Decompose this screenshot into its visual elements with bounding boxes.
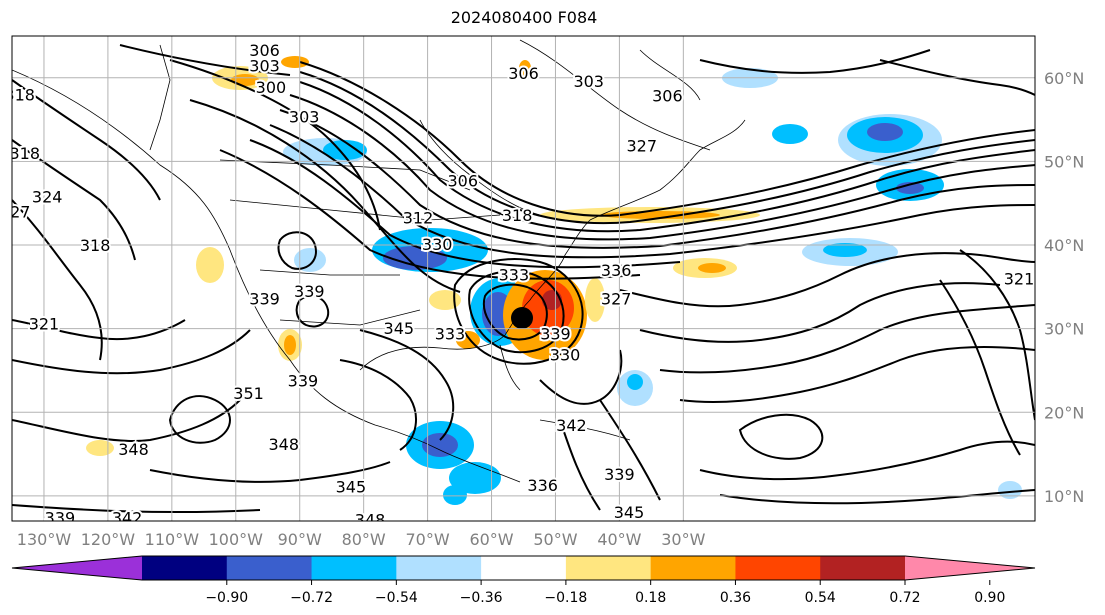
contour-label: 327 [601,290,632,309]
contour-label: 336 [601,261,632,280]
contour-label: 306 [508,64,539,83]
contour-label: 330 [550,346,581,365]
colorbar-tick-label: 0.72 [889,590,920,606]
colorbar-outline [11,555,1036,581]
colorbar-tick-label: 0.54 [805,590,836,606]
colorbar-tick-label: 0.36 [720,590,751,606]
contour-label: 327 [0,203,30,222]
lat-tick-labels: 60°N 50°N 40°N 30°N 20°N 10°N [1044,69,1084,506]
colorbar-segment [565,556,652,580]
lon-tick-label: 30°W [661,530,705,549]
contour-label: 312 [403,208,434,227]
lon-tick-label: 90°W [278,530,322,549]
colorbar-tick-label: 0.90 [974,590,1005,606]
lat-tick-label: 30°N [1044,320,1084,339]
contour-label: 333 [435,325,466,344]
contour-label: 318 [4,86,35,105]
contour-label: 318 [502,206,533,225]
lon-tick-label: 80°W [342,530,386,549]
colorbar-tick-label: 0.18 [635,590,666,606]
map-title: 2024080400 F084 [450,8,598,27]
colorbar-tick-label: −0.36 [460,590,503,606]
contour-label: 303 [289,107,320,126]
lon-tick-label: 40°W [597,530,641,549]
lat-tick-label: 10°N [1044,487,1084,506]
colorbar-segment [735,556,821,580]
lon-tick-label: 120°W [81,530,136,549]
lon-tick-label: 100°W [209,530,264,549]
lat-tick-label: 20°N [1044,403,1084,422]
contour-label: 306 [652,86,683,105]
contour-label: 345 [336,478,367,497]
contour-label: 339 [249,290,280,309]
contour-label: 321 [1004,270,1035,289]
lon-tick-label: 110°W [145,530,200,549]
colorbar-segment [481,556,567,580]
grid-lines [12,36,1035,521]
colorbar-extend-low [12,556,142,580]
contour-label: 324 [32,188,63,207]
contour-label: 342 [112,509,143,528]
contour-label: 348 [118,440,149,459]
colorbar-tick-label: −0.90 [205,590,248,606]
contour-label: 339 [294,282,325,301]
contour-label: 345 [384,319,415,338]
colorbar-segment [226,556,313,580]
contour-label: 336 [527,476,558,495]
map-frame [11,35,1036,522]
colorbar-segment [396,556,482,580]
contour-label: 306 [447,172,478,191]
lon-tick-label: 50°W [533,530,577,549]
contour-label: 318 [80,236,111,255]
colorbar-tick-label: −0.54 [375,590,418,606]
contour-label: 351 [233,384,264,403]
contour-label: 339 [604,465,635,484]
colorbar-segment [142,556,228,580]
colorbar-extend-high [905,556,1035,580]
contour-label: 339 [288,372,319,391]
contour-label: 348 [268,435,299,454]
contour-label: 318 [10,144,41,163]
lat-tick-label: 40°N [1044,236,1084,255]
colorbar-segment [820,556,906,580]
lon-tick-label: 70°W [406,530,450,549]
colorbar-tick-label: −0.18 [544,590,587,606]
colorbar: −0.90 −0.72 −0.54 −0.36 −0.18 0.18 0.36 0.54 0.7… [11,555,1036,606]
contour-label: 303 [249,56,280,75]
contour-label: 339 [45,509,76,528]
lon-tick-label: 60°W [469,530,513,549]
lon-tick-labels: 130°W 120°W 110°W 100°W 90°W 80°W 70°W 60°W 50°W… [17,530,706,549]
contour-label: 321 [29,315,60,334]
contour-label: 342 [556,416,587,435]
contour-label: 303 [573,72,604,91]
contour-label: 306 [249,41,280,60]
low-center-marker [511,307,533,329]
contour-label: 300 [256,78,287,97]
contour-label: 333 [499,265,530,284]
contour-label: 327 [627,137,658,156]
lat-tick-label: 60°N [1044,69,1084,88]
lon-tick-label: 130°W [17,530,72,549]
contour-label: 348 [355,510,386,529]
colorbar-tick-label: −0.72 [290,590,333,606]
colorbar-segment [650,556,736,580]
colorbar-segment [311,556,397,580]
contour-label: 345 [614,503,645,522]
contour-label: 339 [540,325,571,344]
contour-label: 330 [422,235,453,254]
lat-tick-label: 50°N [1044,152,1084,171]
